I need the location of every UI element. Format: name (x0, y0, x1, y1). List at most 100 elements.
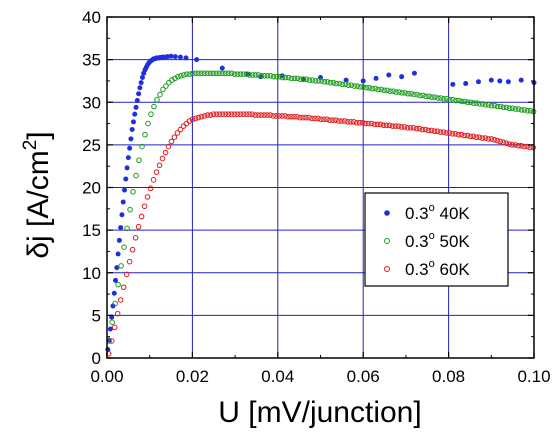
series-2-point-72 (321, 116, 327, 123)
series-2-point-102 (410, 125, 417, 131)
series-1-point-39 (222, 70, 229, 77)
series-1-point-25 (181, 72, 187, 78)
series-2-point-32 (201, 113, 208, 119)
series-2-point-22 (171, 134, 178, 141)
series-0-point-60 (399, 74, 405, 80)
series-2-point-107 (425, 127, 432, 134)
series-0-point-2 (107, 326, 113, 332)
legend-item-60k: 0.3o 60K (384, 258, 470, 279)
series-1-point-58 (279, 74, 286, 81)
series-2-point-114 (446, 130, 453, 136)
legend-label-40k: 0.3o 40K (405, 202, 470, 223)
series-1-point-88 (369, 85, 375, 92)
series-2-point-95 (389, 123, 396, 129)
series-2-point-109 (431, 128, 438, 135)
series-2-point-58 (279, 113, 285, 119)
series-2-point-29 (192, 115, 199, 122)
series-1-point-59 (282, 74, 289, 81)
series-2-point-39 (222, 111, 229, 117)
series-1-point-45 (240, 71, 247, 77)
series-1-point-38 (219, 70, 226, 77)
series-1-point-122 (470, 100, 477, 106)
series-0-point-14 (123, 176, 129, 182)
series-2-point-126 (482, 135, 489, 141)
series-2-point-14 (147, 185, 154, 192)
series-1-point-119 (462, 98, 468, 105)
series-0-point-19 (129, 127, 135, 133)
series-1-point-69 (312, 78, 319, 84)
series-1-point-44 (237, 71, 244, 77)
series-2-point-75 (330, 117, 336, 123)
series-1-point-52 (261, 73, 268, 79)
series-1-point-14 (148, 111, 154, 117)
series-1-point-40 (225, 70, 232, 77)
series-0-point-17 (127, 145, 133, 151)
series-1-point-17 (157, 91, 163, 98)
legend-item-40k: 0.3o 40K (384, 202, 470, 223)
series-0 (105, 53, 537, 352)
series-2-point-44 (237, 111, 244, 117)
series-2-point-142 (530, 144, 536, 151)
legend-marker-60k (384, 266, 390, 272)
series-1-point-67 (306, 77, 313, 83)
series-1-point-130 (494, 103, 501, 110)
x-tick-label-2: 0.04 (261, 367, 294, 386)
series-2-point-28 (189, 116, 196, 123)
series-1-point-110 (435, 95, 441, 101)
series-1-point-22 (172, 75, 178, 82)
series-1-point-31 (198, 70, 205, 77)
series-0-point-7 (114, 265, 120, 271)
series-1-point-50 (255, 72, 262, 78)
series-2-point-60 (285, 113, 291, 120)
series-1-point-137 (515, 106, 522, 112)
legend-label-40k-post: 40K (435, 204, 471, 223)
series-1-point-95 (390, 88, 396, 94)
series-1-point-5 (121, 244, 127, 250)
legend-label-40k-pre: 0.3 (405, 204, 429, 223)
series-0-point-65 (488, 77, 494, 83)
series-0-point-47 (177, 54, 183, 60)
series-2-point-52 (261, 112, 267, 118)
y-tick-label-7: 35 (82, 51, 101, 70)
series-1-point-46 (243, 71, 250, 77)
series-2-point-63 (294, 113, 300, 120)
series-0-point-62 (450, 81, 456, 87)
series-2-point-13 (144, 194, 151, 200)
series-1-point-102 (411, 91, 417, 98)
legend-label-50k-sup: o (429, 230, 435, 242)
series-1-point-4 (118, 263, 124, 269)
series-1-point-65 (300, 76, 307, 83)
series-2-point-138 (518, 142, 524, 149)
x-tick-label-3: 0.06 (347, 367, 380, 386)
legend-label-40k-sup: o (429, 202, 435, 214)
series-2-point-61 (288, 113, 294, 120)
series-2-point-105 (419, 126, 426, 133)
series-2-point-43 (234, 111, 241, 117)
series-1-point-96 (393, 89, 399, 95)
series-1-point-87 (366, 84, 372, 91)
series-1-point-136 (512, 106, 519, 112)
series-2-point-82 (351, 119, 357, 125)
series-2-point-53 (264, 112, 270, 118)
series-1-point-9 (133, 172, 139, 179)
series-1-point-51 (258, 73, 265, 79)
series-1-point-41 (228, 70, 235, 77)
legend-marker-50k (384, 238, 390, 244)
series-2-point-110 (434, 128, 441, 135)
series-1-point-16 (154, 96, 160, 103)
series-1-point-129 (491, 102, 498, 109)
series-1-point-26 (184, 71, 190, 77)
series-2-point-133 (503, 140, 510, 146)
series-1-point-132 (500, 104, 507, 111)
series-1-point-60 (285, 74, 292, 81)
series-1-point-11 (139, 143, 145, 150)
series-1-point-49 (252, 72, 259, 78)
series-1-point-43 (234, 71, 241, 77)
series-1-point-33 (204, 70, 211, 77)
legend-label-50k-post: 50K (435, 232, 471, 251)
series-1-point-75 (330, 79, 337, 86)
series-2-point-69 (312, 115, 318, 122)
series-2-point-112 (440, 129, 447, 135)
series-2-point-57 (276, 113, 282, 119)
series-2-point-129 (491, 136, 498, 143)
